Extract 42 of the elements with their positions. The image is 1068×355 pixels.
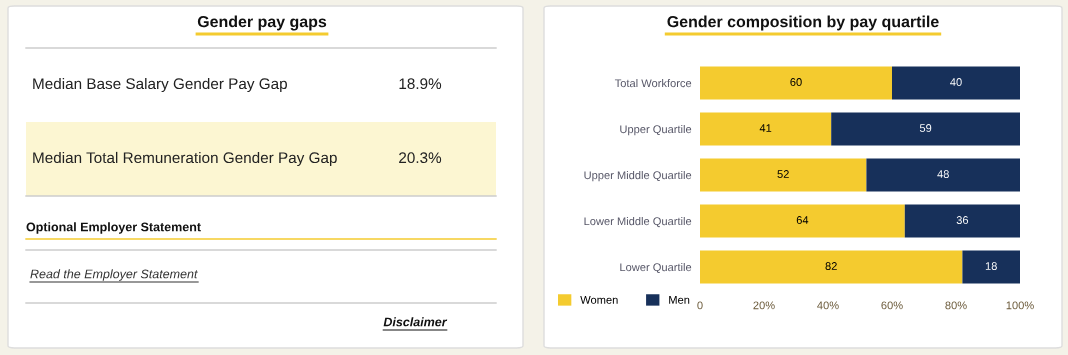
text: Read the Employer Statement (30, 269, 198, 281)
y-tick-label: Upper Middle Quartile (584, 170, 692, 182)
bar (962, 250, 1020, 284)
text: Median Total Remuneration Gender Pay Gap (33, 151, 337, 167)
data-label: 64 (796, 216, 809, 224)
bar (892, 66, 1020, 100)
x-tick-label: 80% (945, 301, 967, 310)
data-label: 82 (825, 262, 837, 270)
y-tick-label: Upper Quartile (620, 124, 692, 136)
text: Optional Employer Statement (26, 222, 201, 234)
bar (700, 204, 905, 238)
y-tick-label: Total Workforce (614, 78, 692, 88)
text: 20.3% (399, 152, 442, 164)
bar (904, 204, 1020, 238)
bar (831, 112, 1020, 146)
bar (700, 250, 963, 284)
text: Gender pay gaps (197, 15, 327, 31)
y-tick-label: Lower Quartile (620, 262, 692, 274)
x-tick-label: 100% (1006, 301, 1034, 310)
data-label: 48 (937, 170, 949, 178)
legend-label: Men (669, 296, 690, 304)
chart-title: Gender composition by pay quartile (667, 15, 939, 31)
y-tick-label: Lower Middle Quartile (584, 216, 692, 228)
data-label: 59 (919, 124, 932, 132)
data-label: 36 (956, 216, 969, 224)
x-tick-label: 0 (697, 301, 703, 310)
text: 18.9% (399, 78, 442, 90)
text: Median Base Salary Gender Pay Gap (33, 77, 287, 93)
data-label: 18 (985, 262, 997, 270)
x-tick-label: 60% (881, 301, 903, 310)
data-label: 60 (790, 78, 802, 86)
bar (866, 158, 1020, 192)
legend-label: Women (580, 296, 618, 304)
data-label: 41 (759, 124, 772, 132)
data-label: 52 (777, 170, 789, 178)
x-tick-label: 20% (753, 301, 775, 310)
x-tick-label: 40% (817, 301, 839, 310)
data-label: 40 (950, 78, 962, 86)
bar (700, 66, 892, 100)
text: Disclaimer (383, 317, 448, 327)
bar (700, 158, 867, 192)
bar (700, 112, 832, 146)
